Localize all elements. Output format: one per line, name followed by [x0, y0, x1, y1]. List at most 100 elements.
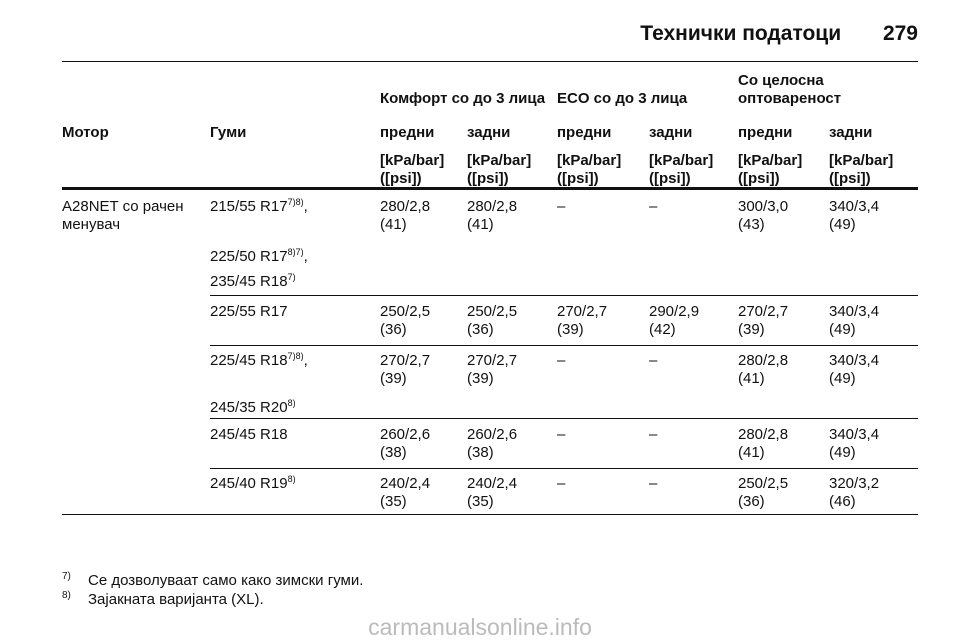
column-header: Гуми [210, 124, 247, 141]
tyre: 245/35 R208) [210, 399, 296, 417]
row-separator [210, 468, 918, 469]
pressure-value: (41) [380, 216, 407, 233]
tyre: 225/55 R17 [210, 303, 288, 321]
column-header: Мотор [62, 124, 109, 141]
tyre-size: 245/45 R18 [210, 426, 288, 443]
motor: A28NET со рачен менувач [62, 198, 184, 233]
pressure-value: 270/2,7 [738, 303, 789, 320]
pressure-value: 240/2,4 [380, 475, 431, 492]
rule-thick [62, 187, 918, 190]
tyre-footnote-ref: 7)8) [287, 197, 304, 207]
group-header: Со целосна оптовареност [738, 72, 842, 107]
pressure-value: (36) [738, 493, 765, 510]
row-separator [210, 418, 918, 419]
pressure-value: 340/3,4 [829, 303, 880, 320]
pressure-value: – [557, 426, 566, 443]
tyre: 225/45 R187)8), [210, 352, 308, 370]
pressure-value: 270/2,7 [467, 352, 518, 369]
tyre: 235/45 R187) [210, 273, 296, 291]
tyre-suffix: , [303, 352, 308, 369]
pressure-value: (38) [467, 444, 494, 461]
pressure-value: 300/3,0 [738, 198, 789, 215]
pressure-value: – [649, 426, 658, 443]
unit-header: [kPa/bar] ([psi]) [649, 152, 714, 187]
unit-header: [kPa/bar] ([psi]) [380, 152, 445, 187]
pressure-value: 340/3,4 [829, 352, 880, 369]
rule [62, 514, 918, 515]
tyre-size: 245/35 R20 [210, 399, 288, 416]
column-header: предни [557, 124, 612, 141]
pressure-value: – [557, 198, 566, 215]
pressure-value: 270/2,7 [380, 352, 431, 369]
pressure-value: (41) [467, 216, 494, 233]
tyre-size: 235/45 R18 [210, 273, 288, 290]
tyre-footnote-ref: 8) [287, 474, 296, 484]
pressure-value: 280/2,8 [738, 426, 789, 443]
row-separator [210, 345, 918, 346]
tyre-footnote-ref: 7)8) [287, 351, 304, 361]
pressure-value: 280/2,8 [380, 198, 431, 215]
page-number: 279 [882, 22, 918, 45]
tyre-size: 215/55 R17 [210, 198, 288, 215]
pressure-value: (39) [738, 321, 765, 338]
pressure-value: (49) [829, 370, 856, 387]
pressure-value: (35) [467, 493, 494, 510]
pressure-value: 250/2,5 [380, 303, 431, 320]
pressure-value: 250/2,5 [467, 303, 518, 320]
tyre-size: 225/45 R18 [210, 352, 288, 369]
unit-header: [kPa/bar] ([psi]) [467, 152, 532, 187]
pressure-value: (39) [380, 370, 407, 387]
footnote-text: Зајакната варијанта (XL). [88, 591, 264, 608]
tyre: 215/55 R177)8), [210, 198, 308, 216]
pressure-value: (42) [649, 321, 676, 338]
pressure-value: (43) [738, 216, 765, 233]
unit-header: [kPa/bar] ([psi]) [738, 152, 803, 187]
pressure-value: (36) [380, 321, 407, 338]
unit-header: [kPa/bar] ([psi]) [557, 152, 622, 187]
footnote-mark: 8) [62, 590, 71, 601]
tyre-suffix: , [303, 198, 308, 215]
pressure-value: (38) [380, 444, 407, 461]
pressure-value: – [557, 475, 566, 492]
row-separator [210, 295, 918, 296]
pressure-value: 290/2,9 [649, 303, 700, 320]
pressure-value: (41) [738, 444, 765, 461]
pressure-value: (49) [829, 216, 856, 233]
tyre-footnote-ref: 7) [287, 272, 296, 282]
rule [62, 61, 918, 62]
tyre-footnote-ref: 8)7) [287, 247, 304, 257]
pressure-value: – [649, 475, 658, 492]
pressure-value: 270/2,7 [557, 303, 608, 320]
pressure-value: (46) [829, 493, 856, 510]
tyre: 245/45 R18 [210, 426, 288, 444]
pressure-value: (49) [829, 444, 856, 461]
pressure-value: – [649, 198, 658, 215]
pressure-value: 260/2,6 [467, 426, 518, 443]
pressure-value: (35) [380, 493, 407, 510]
pressure-value: (41) [738, 370, 765, 387]
column-header: предни [380, 124, 435, 141]
pressure-value: 250/2,5 [738, 475, 789, 492]
pressure-value: (36) [467, 321, 494, 338]
page-title-row: Технички податоци 279 [640, 22, 918, 46]
tyre: 225/50 R178)7), [210, 248, 308, 266]
footnote-text: Се дозволуваат само како зимски гуми. [88, 572, 364, 589]
pressure-value: (39) [557, 321, 584, 338]
pressure-value: (39) [467, 370, 494, 387]
page-title: Технички податоци [640, 22, 842, 45]
tyre-footnote-ref: 8) [287, 398, 296, 408]
pressure-value: 240/2,4 [467, 475, 518, 492]
pressure-value: (49) [829, 321, 856, 338]
tyre-suffix: , [303, 248, 308, 265]
pressure-value: 280/2,8 [738, 352, 789, 369]
column-header: задни [829, 124, 873, 141]
pressure-value: 260/2,6 [380, 426, 431, 443]
pressure-value: 280/2,8 [467, 198, 518, 215]
unit-header: [kPa/bar] ([psi]) [829, 152, 894, 187]
tyre-size: 245/40 R19 [210, 475, 288, 492]
column-header: предни [738, 124, 793, 141]
tyre-size: 225/55 R17 [210, 303, 288, 320]
footnote-mark: 7) [62, 571, 71, 582]
pressure-value: – [557, 352, 566, 369]
